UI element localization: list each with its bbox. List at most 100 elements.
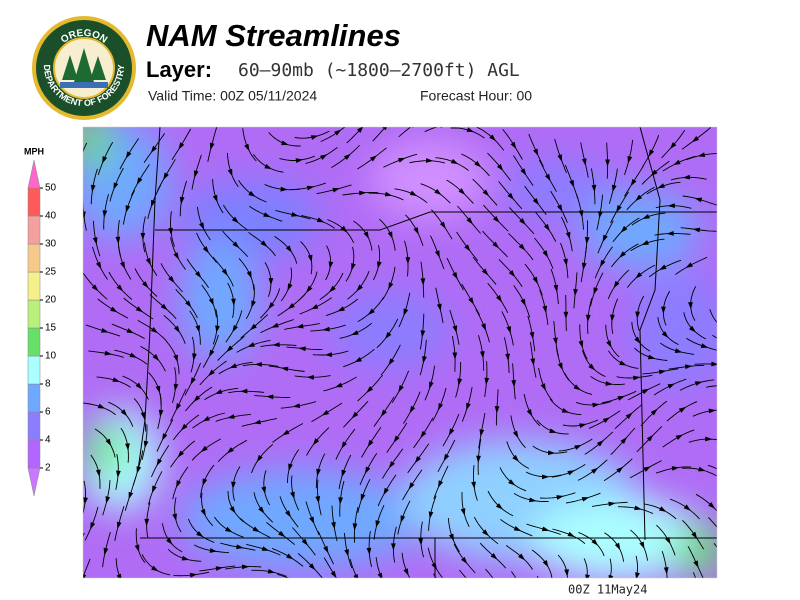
streamline-arrow xyxy=(400,515,406,523)
streamline-arrow xyxy=(324,352,333,358)
streamline-arrow xyxy=(390,543,396,551)
streamline-arrow xyxy=(78,158,83,166)
streamline-arrow xyxy=(125,205,131,213)
streamline-arrow xyxy=(682,174,691,180)
colorbar-tick-label: 15 xyxy=(45,323,57,334)
streamline-arrow xyxy=(102,156,108,164)
streamline xyxy=(707,464,717,470)
streamline-arrow xyxy=(728,581,734,588)
streamline-arrow xyxy=(667,203,675,208)
streamline-arrow xyxy=(450,158,459,165)
streamline-arrow xyxy=(116,284,124,292)
streamline-arrow xyxy=(708,408,717,414)
streamline-arrow xyxy=(512,454,520,462)
colorbar: MPH 2 4 6 8 10 15 20 25 30 40 50 xyxy=(24,146,57,497)
streamline-arrow xyxy=(160,303,168,311)
streamline-arrow xyxy=(683,504,691,511)
streamline-arrow xyxy=(685,262,693,268)
streamline-arrow xyxy=(428,511,434,519)
streamline-arrow xyxy=(730,442,737,448)
colorbar-tick-label: 40 xyxy=(45,211,57,222)
colorbar-segment xyxy=(27,355,41,385)
streamline-arrow xyxy=(266,394,274,400)
streamline-arrow xyxy=(105,438,112,447)
streamline-arrow xyxy=(460,556,468,564)
colorbar-segment xyxy=(27,187,41,217)
colorbar-segment xyxy=(27,243,41,273)
streamline-arrow xyxy=(494,406,500,414)
streamline-arrow xyxy=(512,430,519,439)
streamline-arrow xyxy=(591,184,597,193)
streamline-arrow xyxy=(495,503,503,510)
streamline-arrow xyxy=(674,348,683,353)
streamline-arrow xyxy=(140,232,146,241)
streamline-arrow xyxy=(420,430,427,439)
streamline-arrow xyxy=(248,190,256,197)
streamline-arrow xyxy=(605,381,613,386)
streamline-arrow xyxy=(388,282,394,290)
streamline-arrow xyxy=(658,369,667,375)
streamline-arrow xyxy=(556,495,564,500)
streamline-arrow xyxy=(420,278,426,286)
streamline-arrow xyxy=(541,526,550,532)
streamline xyxy=(485,568,494,578)
streamline-arrow xyxy=(533,148,539,157)
streamline-arrow xyxy=(113,182,119,190)
streamline-arrow xyxy=(673,159,681,166)
streamline-arrow xyxy=(403,568,409,576)
streamline-arrow xyxy=(431,562,438,570)
streamline-arrow xyxy=(214,389,223,395)
streamline-arrow xyxy=(388,358,395,366)
streamline-arrow xyxy=(97,403,106,409)
streamline-arrow xyxy=(90,184,96,193)
streamline-arrow xyxy=(226,447,234,454)
streamline-arrow xyxy=(413,227,419,235)
streamline-arrow xyxy=(329,285,336,293)
streamline-arrow xyxy=(642,213,650,220)
streamline xyxy=(511,571,517,578)
streamline xyxy=(719,569,741,597)
streamline-arrow xyxy=(439,221,446,229)
layer-label: Layer: xyxy=(146,57,212,82)
streamline-arrow xyxy=(112,377,120,382)
streamline-arrow xyxy=(296,323,304,329)
streamline-arrow xyxy=(150,327,159,334)
streamline-arrow xyxy=(145,257,151,266)
streamline-arrow xyxy=(684,364,693,370)
streamline-arrow xyxy=(543,223,550,232)
streamline-arrow xyxy=(287,303,295,310)
streamline-arrow xyxy=(340,225,348,233)
streamline-arrow xyxy=(173,383,179,392)
streamline-arrow xyxy=(163,172,169,180)
streamline-arrow xyxy=(541,474,550,480)
streamline-arrow xyxy=(474,160,482,168)
streamline-arrow xyxy=(150,145,157,153)
logo-top-text: OREGON xyxy=(59,28,109,46)
streamline-arrow xyxy=(484,377,490,386)
streamline-arrow xyxy=(613,280,620,289)
streamline-arrow xyxy=(328,261,334,269)
streamline-arrow xyxy=(150,199,156,208)
streamline-arrow xyxy=(354,356,362,363)
streamline-arrow xyxy=(173,252,179,260)
streamline-arrow xyxy=(555,596,561,600)
streamline-arrow xyxy=(513,526,522,532)
streamline xyxy=(719,283,726,317)
streamline-arrow xyxy=(258,506,265,514)
streamline-arrow xyxy=(557,362,563,371)
streamline-arrow xyxy=(244,143,250,152)
streamline-arrow xyxy=(268,278,274,286)
streamline xyxy=(381,583,404,600)
streamline-arrow xyxy=(152,354,160,362)
streamline-arrow xyxy=(252,526,260,533)
streamline-arrow xyxy=(285,510,292,518)
streamline-arrow xyxy=(602,417,611,424)
streamline-arrow xyxy=(103,547,109,556)
streamline-arrow xyxy=(415,591,422,598)
streamline-arrow xyxy=(722,470,729,476)
streamline-arrow xyxy=(226,345,234,353)
streamline-arrow xyxy=(331,521,336,530)
streamline-arrow xyxy=(567,470,575,476)
streamline-arrow xyxy=(505,353,511,362)
